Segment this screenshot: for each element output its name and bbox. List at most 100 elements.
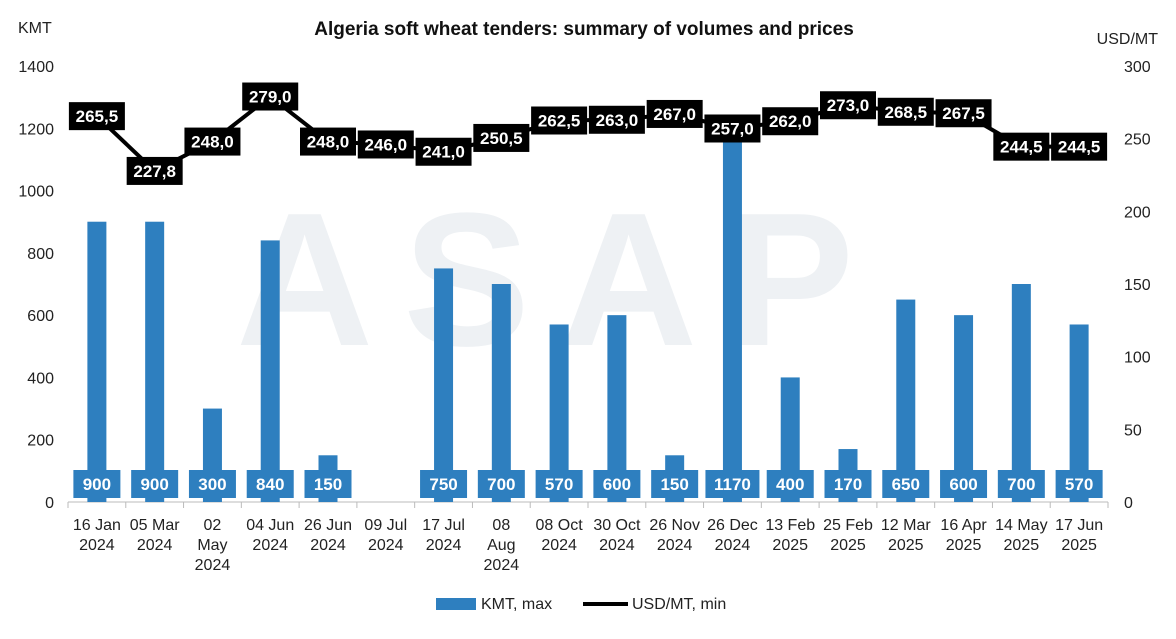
bar-label-box	[705, 470, 760, 498]
x-tick-label: 05 Mar	[130, 517, 180, 534]
price-label-box	[877, 97, 934, 126]
x-tick-label: 14 May	[995, 517, 1047, 534]
price-label-box	[300, 127, 356, 156]
bar	[549, 324, 569, 502]
price-label-box	[820, 91, 876, 120]
price-value-label: 248,0	[307, 133, 350, 152]
price-label-box	[993, 132, 1050, 161]
bar	[896, 299, 916, 502]
bar-value-label: 1170	[714, 475, 751, 494]
right-tick-label: 200	[1124, 204, 1151, 221]
bar-label-box	[73, 470, 121, 498]
x-tick-label: 2025	[1061, 537, 1097, 554]
price-value-label: 227,8	[133, 162, 176, 181]
right-tick-label: 50	[1124, 422, 1142, 439]
bar-label-box	[940, 470, 988, 498]
left-tick-label: 800	[27, 246, 54, 263]
left-axis-unit: KMT	[18, 20, 52, 37]
bar	[954, 315, 974, 502]
x-tick-label: 2025	[888, 537, 924, 554]
x-tick-label: 2025	[772, 537, 808, 554]
bar-value-label: 170	[834, 475, 862, 494]
bar-label-box	[535, 470, 583, 498]
x-tick-label: 2024	[137, 537, 173, 554]
price-label-box	[704, 114, 761, 143]
price-value-label: 279,0	[249, 88, 292, 107]
left-tick-label: 0	[45, 495, 54, 512]
left-tick-label: 1200	[18, 121, 54, 138]
x-tick-label: 17 Jun	[1055, 517, 1103, 534]
x-tick-label: 2025	[1004, 537, 1040, 554]
price-value-label: 267,0	[653, 105, 696, 124]
bar-value-label: 400	[776, 475, 804, 494]
price-value-label: 262,0	[769, 112, 812, 131]
price-label-box	[68, 102, 125, 131]
bar-label-box	[420, 470, 468, 498]
left-tick-label: 1400	[18, 59, 54, 76]
price-value-label: 263,0	[596, 111, 639, 130]
bar-value-label: 650	[892, 475, 920, 494]
price-value-label: 268,5	[885, 103, 928, 122]
bar-value-label: 570	[1065, 475, 1093, 494]
x-tick-label: 2024	[252, 537, 288, 554]
bar-label-box	[766, 470, 814, 498]
right-tick-label: 150	[1124, 277, 1151, 294]
left-tick-label: 200	[27, 433, 54, 450]
bar-value-label: 700	[1007, 475, 1035, 494]
price-label-box	[762, 107, 819, 136]
bar-value-label: 840	[256, 475, 284, 494]
price-label-box	[1051, 132, 1108, 161]
x-tick-label: 2024	[310, 537, 346, 554]
price-value-label: 262,5	[538, 112, 581, 131]
price-value-label: 267,5	[942, 104, 985, 123]
x-tick-label: 04 Jun	[246, 517, 294, 534]
bar	[1011, 284, 1031, 502]
price-label-box	[126, 156, 183, 185]
bar-value-label: 600	[603, 475, 631, 494]
x-tick-label: 2024	[599, 537, 635, 554]
x-tick-label: 2024	[79, 537, 115, 554]
bar-label-box	[131, 470, 179, 498]
bar-value-label: 570	[545, 475, 573, 494]
bar-value-label: 150	[660, 475, 688, 494]
price-label-box	[415, 137, 472, 166]
x-tick-label: 08	[492, 517, 510, 534]
chart-title: Algeria soft wheat tenders: summary of v…	[314, 19, 854, 40]
left-tick-label: 400	[27, 370, 54, 387]
bar-label-box	[1055, 470, 1103, 498]
bar	[434, 268, 454, 502]
x-tick-label: 2025	[946, 537, 982, 554]
bar	[87, 221, 107, 502]
price-value-label: 250,5	[480, 129, 523, 148]
price-label-box	[242, 82, 299, 111]
left-tick-label: 600	[27, 308, 54, 325]
bar-label-box	[882, 470, 930, 498]
bar-label-box	[477, 470, 525, 498]
x-tick-label: 26 Nov	[649, 517, 700, 534]
price-value-label: 265,5	[76, 107, 119, 126]
x-tick-label: Aug	[487, 537, 515, 554]
legend-label-line: USD/MT, min	[632, 596, 726, 613]
legend-label-bar: KMT, max	[481, 596, 552, 613]
x-tick-label: 16 Apr	[940, 517, 987, 534]
bar-value-label: 600	[949, 475, 977, 494]
right-axis-unit: USD/MT	[1097, 31, 1159, 48]
bar	[722, 137, 742, 502]
x-tick-label: 16 Jan	[73, 517, 121, 534]
bar-value-label: 150	[314, 475, 342, 494]
price-label-box	[646, 99, 703, 128]
x-tick-label: 02	[204, 517, 222, 534]
right-tick-label: 300	[1124, 59, 1151, 76]
bar	[145, 221, 165, 502]
price-value-label: 246,0	[365, 135, 408, 154]
x-tick-label: 2024	[715, 537, 751, 554]
x-tick-label: 26 Jun	[304, 517, 352, 534]
x-tick-label: 2024	[426, 537, 462, 554]
x-tick-label: 13 Feb	[765, 517, 815, 534]
x-tick-label: 26 Dec	[707, 517, 758, 534]
x-tick-label: 2024	[541, 537, 577, 554]
price-value-label: 244,5	[1058, 138, 1101, 157]
bar	[491, 284, 511, 502]
